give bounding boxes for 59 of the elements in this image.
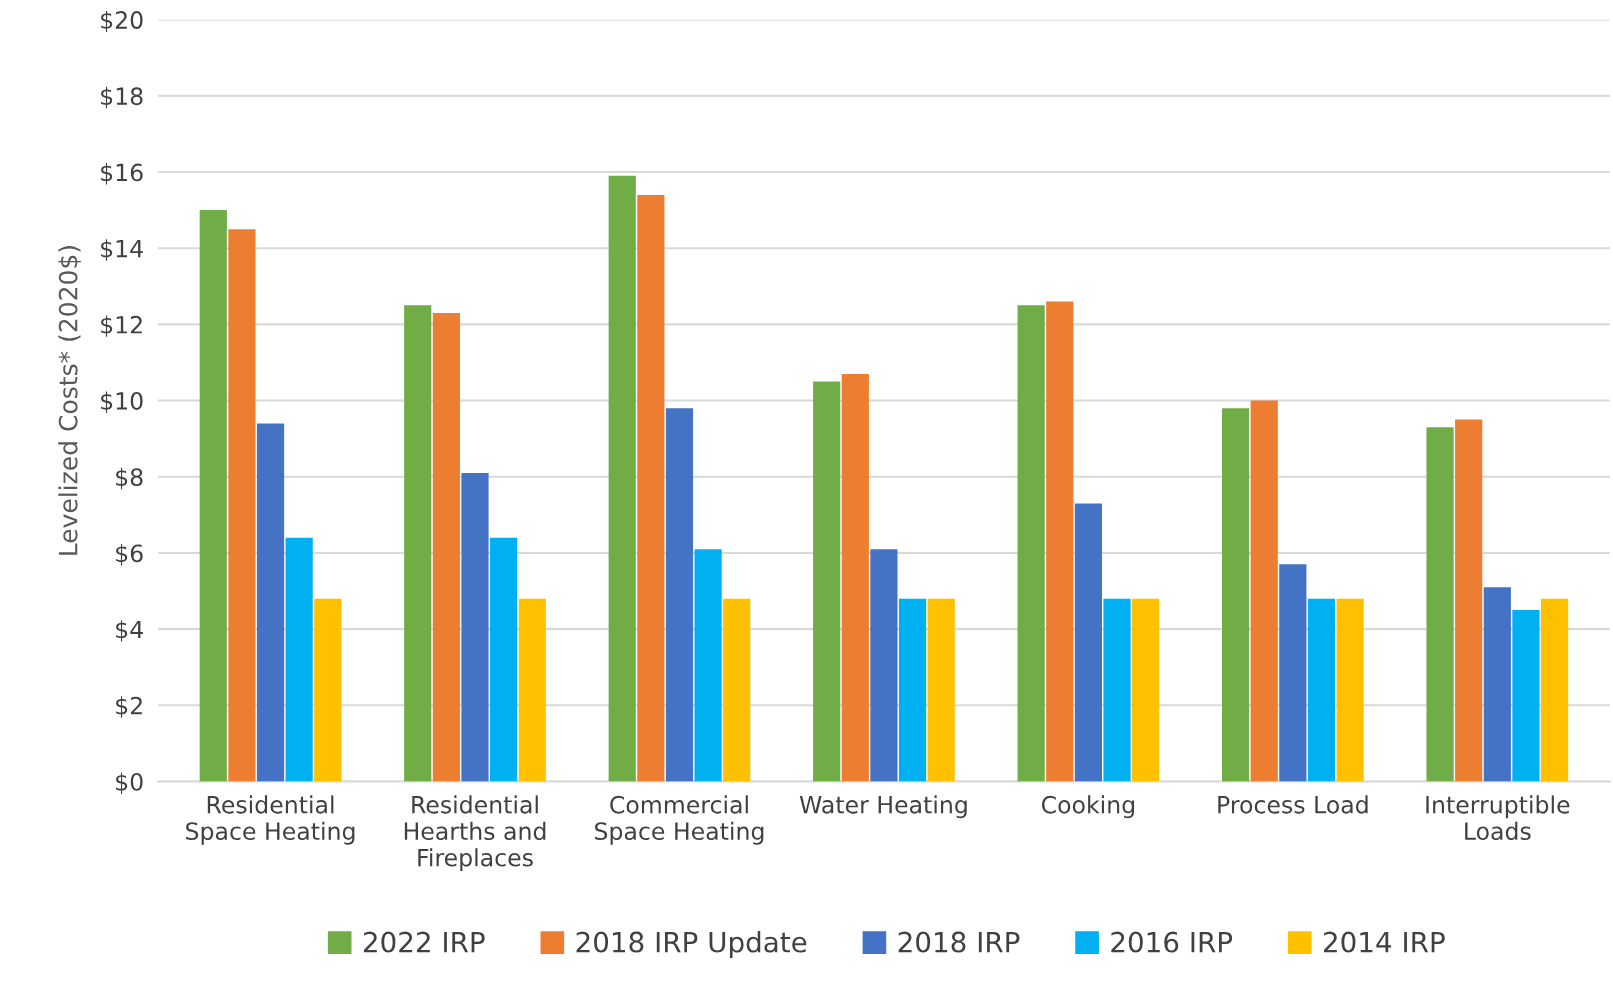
bar	[404, 305, 432, 782]
bar	[608, 175, 636, 782]
y-tick-label: $18	[101, 86, 143, 109]
bar	[1540, 598, 1569, 782]
bar	[199, 210, 227, 782]
bar	[490, 537, 518, 782]
bar	[694, 549, 722, 782]
bar	[1250, 400, 1278, 782]
bar	[723, 598, 751, 782]
y-tick-label: $16	[101, 163, 143, 185]
bar	[1017, 305, 1045, 782]
bar	[898, 598, 927, 782]
y-tick-label: $12	[101, 315, 142, 337]
bar	[1222, 408, 1250, 782]
bar	[813, 381, 841, 782]
x-tick-label: Commercial Space Heating	[595, 795, 764, 845]
bar	[841, 373, 869, 782]
legend-label: 2022 IRP	[363, 931, 485, 953]
legend-label: 2018 IRP	[898, 931, 1020, 953]
bar	[518, 598, 546, 782]
bar	[1455, 419, 1483, 782]
bar	[314, 598, 342, 782]
y-tick-label: $2	[116, 696, 142, 718]
y-tick-label: $14	[101, 239, 143, 261]
y-axis-title: Levelized Costs* (2020$)	[58, 246, 81, 555]
bar	[228, 229, 256, 782]
bar	[285, 537, 313, 782]
bar	[1307, 598, 1336, 782]
bar	[1103, 598, 1131, 782]
legend-label: 2014 IRP	[1324, 931, 1445, 953]
legend-label: 2018 IRP Update	[576, 931, 807, 958]
x-tick-label: Cooking	[1041, 795, 1135, 819]
x-tick-label: Process Load	[1218, 795, 1368, 814]
y-tick-label: $10	[101, 391, 143, 414]
x-tick-label: Water Heating	[799, 795, 967, 819]
y-tick-label: $0	[116, 772, 143, 794]
bar	[461, 472, 489, 782]
bar	[1483, 587, 1511, 782]
y-tick-label: $8	[116, 467, 143, 490]
bar	[1336, 598, 1364, 782]
bar	[1074, 503, 1102, 782]
y-tick-label: $4	[116, 620, 143, 642]
x-tick-label: Interruptible Loads	[1426, 795, 1570, 841]
bar	[1046, 301, 1074, 782]
x-tick-label: Residential Hearths and Fireplaces	[404, 795, 546, 872]
y-tick-label: $6	[116, 543, 143, 566]
bar	[637, 194, 665, 782]
bar	[256, 423, 285, 782]
legend-label: 2016 IRP	[1111, 931, 1233, 953]
bar	[665, 408, 694, 782]
bar	[1512, 610, 1540, 782]
bar	[927, 598, 955, 782]
x-tick-label: Residential Space Heating	[186, 795, 355, 845]
bar	[1426, 427, 1454, 782]
bar	[1132, 598, 1160, 782]
bar	[870, 549, 898, 782]
bar	[1279, 564, 1307, 782]
bar	[432, 312, 460, 782]
y-tick-label: $20	[101, 10, 143, 33]
